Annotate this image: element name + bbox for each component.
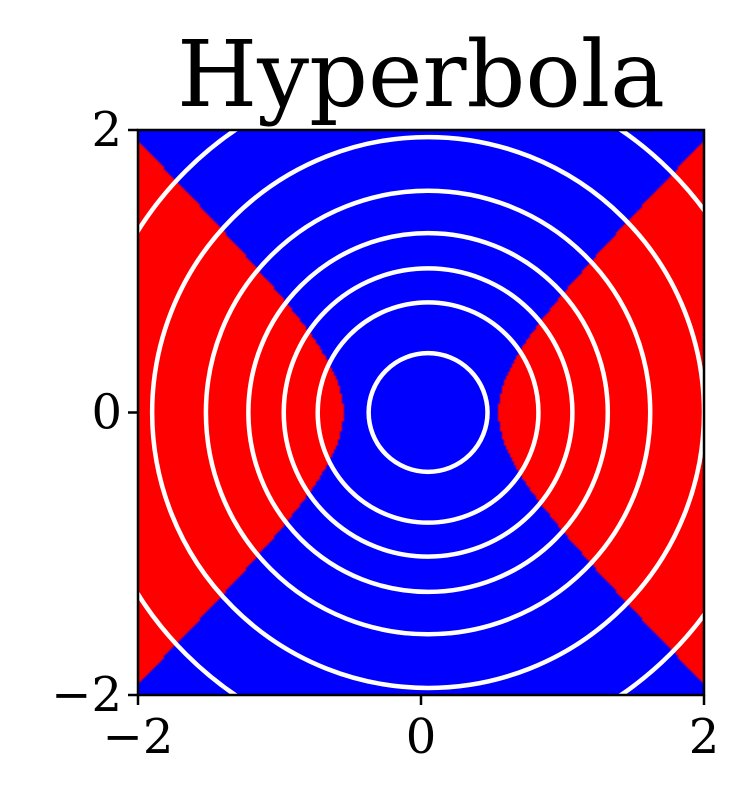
plot-area — [138, 130, 704, 695]
y-tick-label: 2 — [91, 102, 122, 158]
contour-circle-6 — [149, 134, 704, 691]
contour-circle-5 — [203, 188, 653, 637]
y-tick-label: 0 — [91, 385, 122, 441]
contour-circle-3 — [281, 266, 575, 559]
x-tick-label: 0 — [406, 709, 437, 765]
x-tick-label: 2 — [689, 709, 720, 765]
contour-circle-2 — [315, 300, 541, 525]
y-tick-label: −2 — [51, 667, 122, 723]
contour-circle-1 — [366, 350, 490, 475]
x-tick-label: −2 — [103, 709, 174, 765]
chart-title: Hyperbola — [177, 21, 665, 128]
contour-circle-4 — [246, 230, 611, 595]
y-axis: −2 0 2 — [51, 102, 138, 723]
contour-lines — [138, 130, 704, 695]
x-axis: −2 0 2 — [103, 695, 720, 765]
